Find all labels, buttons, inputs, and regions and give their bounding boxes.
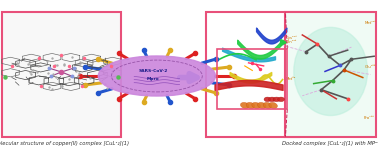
Ellipse shape	[294, 27, 367, 116]
Ellipse shape	[263, 102, 272, 108]
Ellipse shape	[252, 102, 260, 108]
Text: Met¹⁴⁸: Met¹⁴⁸	[364, 21, 376, 25]
Text: Mpro: Mpro	[147, 77, 160, 81]
Bar	[2, 12, 121, 137]
Ellipse shape	[268, 97, 275, 102]
Ellipse shape	[269, 102, 277, 108]
Ellipse shape	[273, 97, 280, 102]
Ellipse shape	[246, 102, 255, 108]
Text: Pro¹⁸⁸: Pro¹⁸⁸	[363, 116, 374, 120]
Text: Glu¹⁶⁶: Glu¹⁶⁶	[365, 65, 376, 69]
Bar	[206, 12, 299, 137]
Ellipse shape	[257, 102, 266, 108]
Text: Met⁶⁹: Met⁶⁹	[286, 78, 296, 81]
Text: Docked complex [CuL¹₂](1) with MPᵉᵒ: Docked complex [CuL¹₂](1) with MPᵉᵒ	[282, 141, 378, 146]
Bar	[217, 49, 287, 109]
Ellipse shape	[277, 97, 284, 102]
Text: SARS-CoV-2: SARS-CoV-2	[138, 69, 168, 73]
Text: Cys¹⁴⁵
Gln¹⁴³: Cys¹⁴⁵ Gln¹⁴³	[285, 35, 297, 44]
Ellipse shape	[98, 56, 215, 96]
Ellipse shape	[240, 102, 249, 108]
Bar	[285, 12, 376, 137]
Ellipse shape	[264, 97, 271, 102]
Text: Molecular structure of copper(II) complex [CuL¹₂](1): Molecular structure of copper(II) comple…	[0, 141, 129, 146]
